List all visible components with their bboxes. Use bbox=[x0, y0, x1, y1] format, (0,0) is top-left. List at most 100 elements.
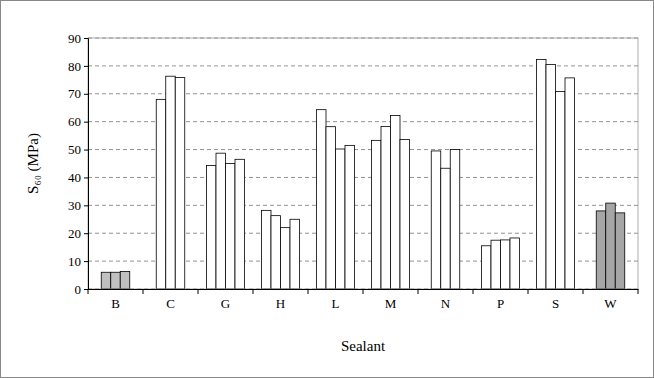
bar bbox=[262, 210, 272, 289]
category-separator bbox=[583, 289, 584, 294]
bar bbox=[216, 153, 226, 289]
x-tick: W bbox=[604, 289, 617, 311]
y-tick: 70 bbox=[68, 86, 88, 101]
y-tick-label: 70 bbox=[68, 86, 81, 101]
category-separator bbox=[638, 289, 639, 294]
category-separator bbox=[198, 289, 199, 294]
bar bbox=[606, 203, 616, 289]
x-tick-label: H bbox=[276, 296, 285, 311]
y-tick-mark bbox=[84, 289, 88, 290]
x-axis-title: Sealant bbox=[341, 338, 386, 354]
y-tick-label: 30 bbox=[68, 198, 81, 213]
x-tick-label: N bbox=[441, 296, 451, 311]
y-tick: 0 bbox=[75, 282, 89, 297]
y-tick-label: 0 bbox=[75, 282, 82, 297]
bar bbox=[565, 78, 575, 289]
category-separator bbox=[363, 289, 364, 294]
y-tick-label: 90 bbox=[68, 31, 81, 46]
y-tick: 60 bbox=[68, 114, 88, 129]
y-tick-mark bbox=[84, 122, 88, 123]
bar bbox=[156, 99, 166, 289]
y-tick: 80 bbox=[68, 59, 88, 74]
chart: 0102030405060708090BCGHLMNPSWSealantS₆₀ … bbox=[0, 0, 654, 378]
bar bbox=[111, 272, 121, 289]
y-axis-title: S₆₀ (MPa) bbox=[25, 133, 42, 194]
bar bbox=[510, 238, 520, 289]
grid bbox=[88, 38, 638, 289]
x-tick: M bbox=[385, 289, 397, 311]
x-tick: H bbox=[276, 289, 285, 311]
y-tick-mark bbox=[84, 38, 88, 39]
x-tick: S bbox=[552, 289, 559, 311]
y-tick: 50 bbox=[68, 142, 88, 157]
y-tick-label: 80 bbox=[68, 59, 81, 74]
bar bbox=[372, 140, 382, 289]
bar bbox=[226, 164, 236, 290]
y-tick-mark bbox=[84, 177, 88, 178]
category-separator bbox=[473, 289, 474, 294]
bar bbox=[166, 76, 176, 289]
y-axis: 0102030405060708090 bbox=[68, 31, 89, 297]
category-separator bbox=[418, 289, 419, 294]
y-tick: 40 bbox=[68, 170, 88, 185]
x-tick-label: S bbox=[552, 296, 559, 311]
bar bbox=[271, 216, 281, 289]
bar bbox=[556, 92, 566, 289]
bar bbox=[381, 126, 391, 289]
y-axis-line bbox=[84, 39, 89, 290]
y-tick-label: 50 bbox=[68, 142, 81, 157]
bar bbox=[101, 272, 111, 289]
x-tick-label: C bbox=[166, 296, 175, 311]
bar bbox=[596, 211, 606, 289]
bar bbox=[615, 213, 625, 289]
x-tick: L bbox=[332, 289, 340, 311]
y-tick-label: 40 bbox=[68, 170, 81, 185]
x-tick: C bbox=[166, 289, 175, 311]
y-tick-mark bbox=[84, 150, 88, 151]
y-tick-mark bbox=[84, 233, 88, 234]
x-tick-label: B bbox=[111, 296, 120, 311]
bar bbox=[491, 240, 501, 289]
x-tick: G bbox=[221, 289, 230, 311]
y-tick-mark bbox=[84, 205, 88, 206]
x-tick: N bbox=[441, 289, 451, 311]
y-tick-mark bbox=[84, 66, 88, 67]
x-tick-label: P bbox=[497, 296, 504, 311]
bar bbox=[501, 240, 511, 289]
bar bbox=[537, 59, 547, 289]
category-separators bbox=[88, 289, 638, 294]
bars bbox=[101, 59, 625, 289]
category-separator bbox=[253, 289, 254, 294]
bar bbox=[175, 78, 185, 289]
plot-frame bbox=[88, 38, 638, 289]
y-tick-mark bbox=[84, 94, 88, 95]
x-tick-label: L bbox=[332, 296, 340, 311]
bar bbox=[391, 116, 401, 289]
x-axis: BCGHLMNPSW bbox=[88, 289, 639, 311]
x-tick-label: M bbox=[385, 296, 397, 311]
category-separator bbox=[528, 289, 529, 294]
y-tick-label: 60 bbox=[68, 114, 81, 129]
bar bbox=[482, 246, 492, 289]
x-tick-label: G bbox=[221, 296, 230, 311]
y-tick-label: 10 bbox=[68, 254, 81, 269]
outer-frame bbox=[1, 1, 654, 378]
category-separator bbox=[88, 289, 89, 294]
x-tick-label: W bbox=[604, 296, 617, 311]
bar bbox=[345, 145, 355, 289]
plot: 0102030405060708090BCGHLMNPSW bbox=[68, 31, 639, 312]
x-tick: P bbox=[497, 289, 504, 311]
bar bbox=[431, 151, 441, 289]
bar bbox=[290, 219, 300, 289]
category-separator bbox=[143, 289, 144, 294]
bar bbox=[450, 150, 460, 289]
category-separator bbox=[308, 289, 309, 294]
bar bbox=[400, 140, 410, 289]
bar bbox=[207, 165, 217, 289]
bar bbox=[441, 168, 451, 289]
bar bbox=[281, 228, 291, 289]
y-tick: 30 bbox=[68, 198, 88, 213]
bar bbox=[326, 127, 336, 289]
bar bbox=[317, 110, 327, 289]
y-tick: 90 bbox=[68, 31, 88, 46]
